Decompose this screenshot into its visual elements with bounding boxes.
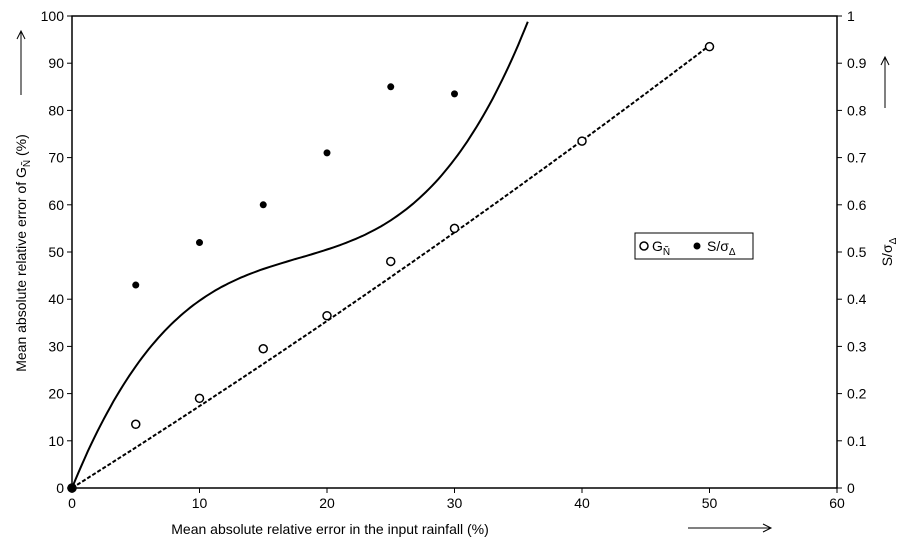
legend-open-circle-marker <box>639 241 649 251</box>
x-tick-label: 60 <box>829 495 845 511</box>
legend-g-label: GÑ <box>652 238 670 258</box>
legend: GÑ S/σΔ <box>634 232 754 260</box>
x-tick-label: 50 <box>702 495 718 511</box>
s-sigma-data-point <box>323 149 331 157</box>
s-sigma-data-point <box>68 484 76 492</box>
g-data-point <box>194 393 205 404</box>
s-sigma-data-point <box>451 90 458 98</box>
left-y-tick-label: 30 <box>48 338 64 354</box>
left-y-axis-arrow <box>16 29 26 95</box>
right-y-tick-label: 0.9 <box>847 55 867 71</box>
g-data-point <box>258 344 268 354</box>
data-points <box>67 41 715 493</box>
right-y-axis-label: S/σΔ <box>879 237 899 266</box>
left-y-tick-label: 40 <box>48 291 64 307</box>
right-y-tick-label: 1 <box>847 8 855 24</box>
s-sigma-data-point <box>387 83 395 91</box>
right-y-tick-label: 0.4 <box>847 291 867 307</box>
right-y-tick-label: 0.1 <box>847 433 867 449</box>
svg-text:S/σΔ: S/σΔ <box>879 237 899 266</box>
svg-text:Mean absolute relative error o: Mean absolute relative error of GÑ (%) <box>13 134 33 372</box>
left-y-axis-label: Mean absolute relative error of GÑ (%) <box>13 134 33 372</box>
right-y-tick-label: 0.7 <box>847 150 867 166</box>
left-y-tick-label: 70 <box>48 150 64 166</box>
left-y-tick-label: 80 <box>48 102 64 118</box>
right-y-tick-label: 0.3 <box>847 338 867 354</box>
left-y-tick-label: 50 <box>48 244 64 260</box>
x-axis-arrow <box>688 523 773 533</box>
x-tick-label: 30 <box>447 495 463 511</box>
g-data-point <box>449 223 460 234</box>
left-y-tick-label: 10 <box>48 433 64 449</box>
g-data-point <box>386 256 396 267</box>
right-y-tick-label: 0 <box>847 480 855 496</box>
g-fit-curve <box>71 44 711 489</box>
fit-curves <box>71 21 711 489</box>
right-y-tick-label: 0.5 <box>847 244 867 260</box>
s-sigma-data-point <box>132 281 140 289</box>
right-y-axis-ticks: 0 0.1 0.2 0.3 0.4 0.5 0.6 0.7 0.8 0.9 1 <box>837 8 867 496</box>
s-sigma-data-point <box>196 239 203 247</box>
legend-filled-circle-marker <box>693 242 701 250</box>
s-sigma-data-point <box>259 201 267 209</box>
g-data-point <box>704 41 715 52</box>
x-axis-label: Mean absolute relative error in the inpu… <box>171 521 489 537</box>
left-y-tick-label: 100 <box>41 8 65 24</box>
right-y-tick-label: 0.8 <box>847 102 867 118</box>
x-tick-label: 20 <box>319 495 335 511</box>
right-y-tick-label: 0.6 <box>847 197 867 213</box>
left-y-tick-label: 90 <box>48 55 64 71</box>
left-y-tick-label: 20 <box>48 386 64 402</box>
x-axis-ticks: 0 10 20 30 40 50 60 <box>68 488 845 511</box>
left-y-tick-label: 60 <box>48 197 64 213</box>
s-sigma-fit-curve <box>71 21 529 489</box>
right-y-tick-label: 0.2 <box>847 386 867 402</box>
left-y-axis-ticks: 0 10 20 30 40 50 60 70 80 90 100 <box>41 8 72 496</box>
g-data-point <box>577 136 587 146</box>
g-data-point <box>131 419 141 430</box>
x-tick-label: 40 <box>574 495 590 511</box>
x-tick-label: 0 <box>68 495 76 511</box>
g-data-point <box>322 310 332 321</box>
x-tick-label: 10 <box>192 495 208 511</box>
legend-s-sigma-label: S/σΔ <box>707 238 736 258</box>
left-y-tick-label: 0 <box>56 480 64 496</box>
right-y-axis-arrow <box>880 55 890 108</box>
